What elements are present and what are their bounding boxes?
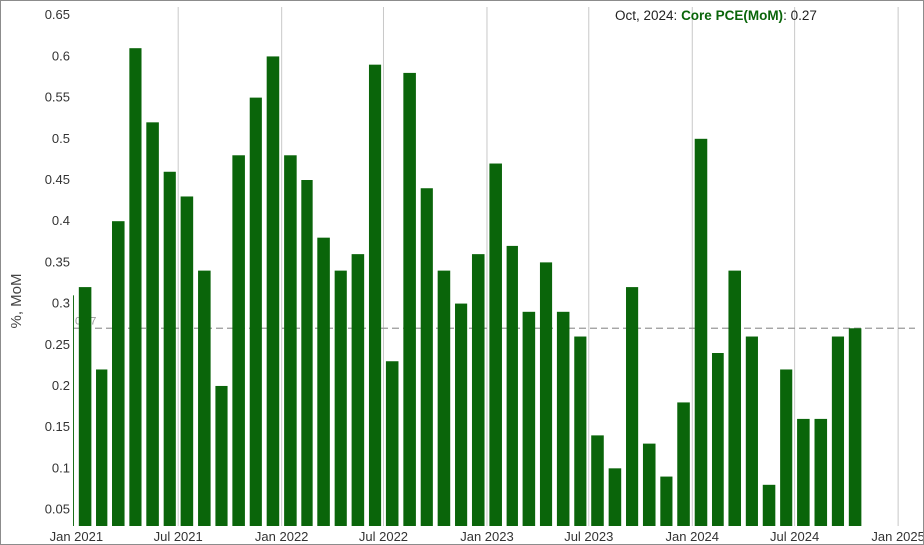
- bar[interactable]: [129, 48, 142, 526]
- header-readout: Oct, 2024: Core PCE(MoM): 0.27: [615, 8, 817, 23]
- bar[interactable]: [385, 361, 399, 526]
- bar[interactable]: [574, 336, 587, 526]
- bar[interactable]: [608, 468, 622, 526]
- bar[interactable]: [677, 402, 690, 526]
- bar[interactable]: [112, 221, 125, 526]
- bar[interactable]: [471, 254, 485, 526]
- y-tick-label: 0.1: [52, 460, 70, 475]
- x-tick-label: Jan 2023: [460, 529, 514, 544]
- bar[interactable]: [301, 180, 313, 526]
- bar[interactable]: [317, 237, 330, 526]
- bar[interactable]: [831, 336, 845, 526]
- y-tick-label: 0.45: [45, 172, 70, 187]
- x-tick-label: Jan 2021: [50, 529, 104, 544]
- bar[interactable]: [334, 270, 347, 526]
- bar[interactable]: [420, 188, 433, 526]
- bar[interactable]: [351, 254, 365, 526]
- bar[interactable]: [78, 287, 92, 526]
- x-tick-label: Jan 2025: [871, 529, 923, 544]
- y-axis-ticks: 0.05 0.1 0.15 0.2 0.25 0.3 0.35 0.4 0.45 0.5 0.55 0…: [45, 7, 70, 516]
- bar[interactable]: [539, 262, 553, 526]
- bar[interactable]: [797, 418, 810, 526]
- y-tick-label: 0.35: [45, 254, 70, 269]
- y-tick-label: 0.2: [52, 378, 70, 393]
- bar[interactable]: [266, 56, 280, 527]
- y-tick-label: 0.65: [45, 7, 70, 22]
- x-tick-label: Jan 2022: [255, 529, 309, 544]
- y-tick-label: 0.05: [45, 502, 70, 517]
- bar[interactable]: [711, 353, 724, 526]
- bar[interactable]: [762, 484, 776, 526]
- bar[interactable]: [848, 328, 862, 526]
- bar[interactable]: [660, 476, 673, 526]
- bar[interactable]: [232, 155, 245, 527]
- y-axis-label: %, MoM: [8, 273, 25, 328]
- bar[interactable]: [626, 287, 639, 526]
- bar[interactable]: [163, 171, 176, 526]
- bar[interactable]: [522, 311, 536, 526]
- bar[interactable]: [591, 435, 604, 526]
- bar[interactable]: [146, 122, 159, 526]
- bar-series: [73, 48, 862, 527]
- bar[interactable]: [694, 138, 708, 527]
- y-tick-label: 0.3: [52, 296, 70, 311]
- x-tick-label: Jul 2021: [154, 529, 203, 544]
- bar[interactable]: [403, 72, 416, 527]
- bar[interactable]: [368, 64, 382, 526]
- vertical-grid-lines: [177, 7, 899, 526]
- bar[interactable]: [814, 418, 828, 526]
- bar[interactable]: [249, 97, 262, 526]
- bar[interactable]: [455, 303, 468, 526]
- bar[interactable]: [198, 270, 211, 526]
- x-tick-label: Jul 2023: [564, 529, 613, 544]
- y-tick-label: 0.6: [52, 48, 70, 63]
- bar[interactable]: [745, 336, 758, 526]
- bar[interactable]: [180, 196, 194, 526]
- x-axis-ticks: Jan 2021 Jul 2021 Jan 2022 Jul 2022 Jan 2023…: [50, 529, 923, 544]
- bar[interactable]: [215, 385, 228, 526]
- bar[interactable]: [284, 155, 297, 527]
- bar[interactable]: [780, 369, 793, 526]
- y-tick-label: 0.25: [45, 337, 70, 352]
- y-tick-label: 0.4: [52, 213, 70, 228]
- bar[interactable]: [437, 270, 451, 526]
- bar[interactable]: [506, 245, 518, 526]
- y-tick-label: 0.15: [45, 419, 70, 434]
- bar[interactable]: [96, 369, 108, 526]
- bar[interactable]: [489, 163, 502, 526]
- bar[interactable]: [728, 270, 742, 526]
- x-tick-label: Jan 2024: [666, 529, 720, 544]
- x-tick-label: Jul 2022: [359, 529, 408, 544]
- y-tick-label: 0.55: [45, 90, 70, 105]
- bar[interactable]: [642, 443, 656, 526]
- header-period: Oct, 2024: [615, 8, 674, 23]
- x-tick-label: Jul 2024: [770, 529, 819, 544]
- header-series-name: Core PCE(MoM): [681, 8, 783, 23]
- bar[interactable]: [556, 311, 570, 526]
- header-value: 0.27: [791, 8, 817, 23]
- bar[interactable]: [73, 295, 74, 526]
- y-tick-label: 0.5: [52, 131, 70, 146]
